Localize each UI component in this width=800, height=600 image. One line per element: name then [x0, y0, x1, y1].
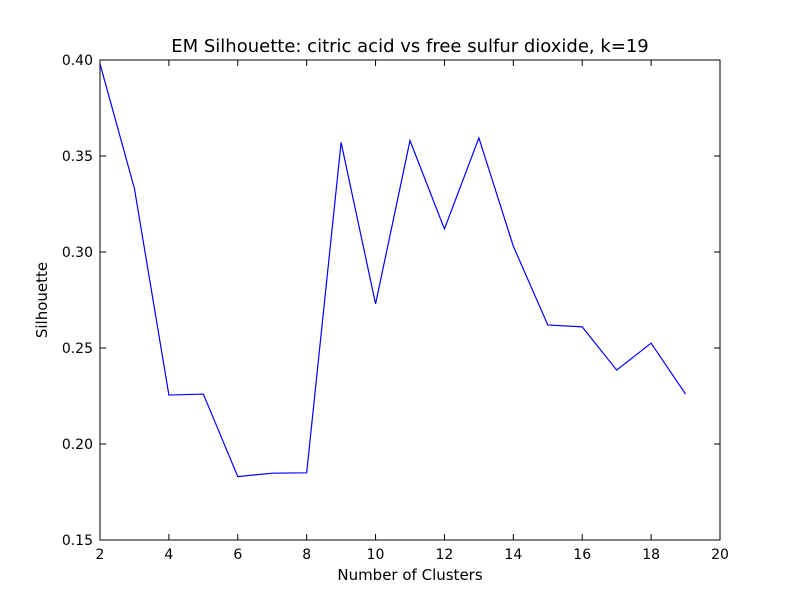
- ticks-layer: 2 4 6 8 10 12 14 16 18 20 0.15 0.20 0.25 0.30 0.35 0.40: [62, 53, 729, 563]
- x-tick-label: 8: [302, 547, 311, 563]
- y-tick-label: 0.25: [62, 341, 93, 357]
- y-axis-label: Silhouette: [33, 262, 51, 338]
- x-tick-label: 6: [233, 547, 242, 563]
- x-tick-label: 18: [642, 547, 660, 563]
- x-tick-label: 4: [164, 547, 173, 563]
- x-tick-label: 16: [573, 547, 591, 563]
- x-tick-label: 20: [711, 547, 729, 563]
- y-tick-label: 0.15: [62, 533, 93, 549]
- chart-title: EM Silhouette: citric acid vs free sulfu…: [171, 36, 649, 57]
- y-tick-label: 0.40: [62, 53, 93, 69]
- y-tick-label: 0.35: [62, 149, 93, 165]
- axes-frame: [99, 59, 721, 541]
- plot-area: [99, 59, 721, 541]
- x-tick-label: 10: [367, 547, 385, 563]
- x-axis-label: Number of Clusters: [337, 566, 482, 584]
- series-line: [99, 63, 687, 478]
- x-tick-label: 14: [504, 547, 522, 563]
- y-tick-label: 0.20: [62, 437, 93, 453]
- y-tick-label: 0.30: [62, 245, 93, 261]
- x-tick-label: 2: [96, 547, 105, 563]
- x-tick-label: 12: [436, 547, 454, 563]
- series-layer: [99, 63, 687, 478]
